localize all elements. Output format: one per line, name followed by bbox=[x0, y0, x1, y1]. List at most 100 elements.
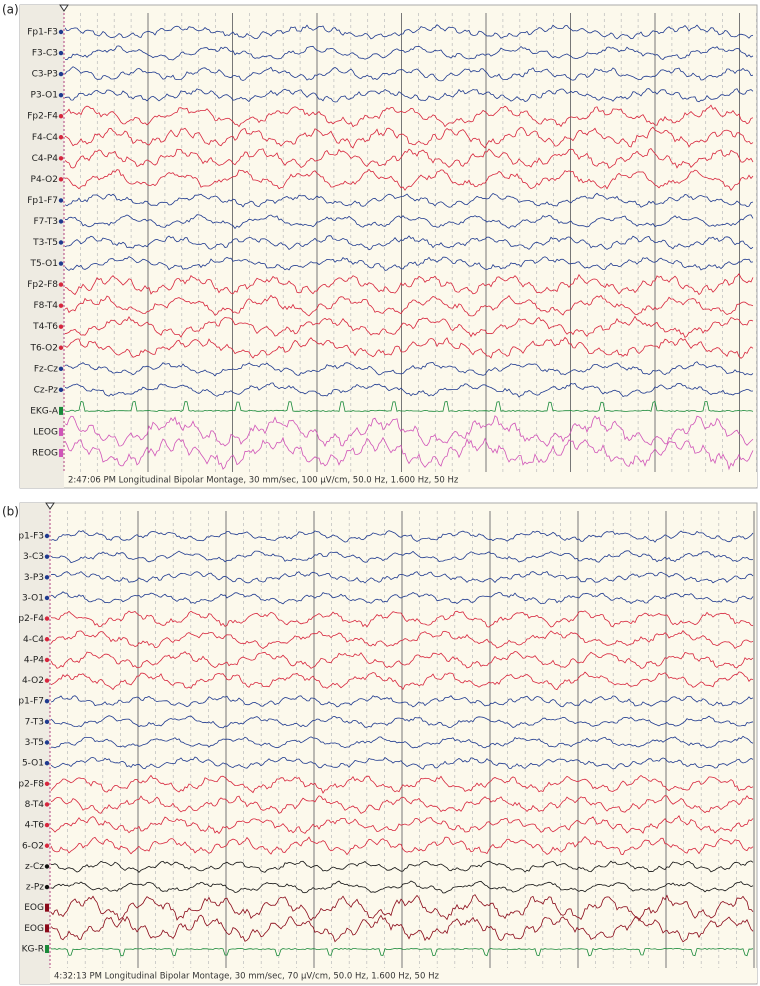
channel-marker bbox=[44, 657, 50, 663]
cursor-marker bbox=[45, 502, 55, 510]
label-column bbox=[20, 5, 64, 488]
eeg-trace bbox=[50, 880, 754, 894]
channel-label: z-Cz bbox=[25, 862, 44, 872]
channel-marker bbox=[58, 240, 64, 245]
channel-label: 4-O2 bbox=[22, 676, 44, 686]
channel-label: 8-T4 bbox=[25, 800, 45, 810]
channel-label: T4-T6 bbox=[32, 322, 58, 332]
channel-marker bbox=[44, 843, 50, 848]
eeg-trace bbox=[50, 591, 754, 605]
eeg-trace bbox=[64, 294, 754, 317]
channel-marker bbox=[58, 71, 64, 77]
panel-label: (a) bbox=[2, 3, 19, 17]
eeg-trace bbox=[50, 735, 754, 749]
channel-marker bbox=[58, 29, 64, 35]
channel-marker bbox=[59, 406, 63, 415]
eeg-trace bbox=[64, 45, 754, 61]
channel-label: P3-O1 bbox=[31, 91, 58, 101]
channel-marker bbox=[44, 575, 50, 580]
eeg-trace bbox=[64, 88, 754, 103]
eeg-trace bbox=[64, 66, 754, 82]
channel-label: C3-P3 bbox=[32, 70, 58, 80]
channel-label: T6-O2 bbox=[29, 343, 58, 353]
eeg-trace bbox=[64, 256, 754, 271]
channel-label: 3-P3 bbox=[24, 573, 44, 583]
eeg-trace bbox=[50, 815, 754, 835]
channel-label: p1-F3 bbox=[18, 532, 44, 542]
channel-marker bbox=[58, 135, 64, 140]
channel-label: p1-F7 bbox=[18, 697, 44, 707]
eeg-trace bbox=[50, 774, 754, 794]
panel-label: (b) bbox=[2, 505, 19, 519]
channel-marker bbox=[44, 533, 50, 539]
channel-label: EOG bbox=[24, 924, 44, 934]
channel-label: EOG bbox=[24, 903, 44, 913]
eeg-trace bbox=[50, 610, 754, 628]
channel-marker bbox=[44, 595, 50, 601]
eeg-trace bbox=[50, 650, 754, 669]
channel-marker bbox=[45, 945, 49, 953]
eeg-trace bbox=[64, 361, 754, 377]
channel-marker bbox=[59, 427, 63, 436]
channel-label: Fz-Cz bbox=[34, 364, 58, 374]
channel-marker bbox=[58, 219, 64, 224]
channel-marker bbox=[44, 719, 50, 725]
channel-marker bbox=[44, 781, 50, 786]
channel-label: 3-C3 bbox=[23, 552, 44, 562]
eeg-trace bbox=[50, 860, 754, 873]
channel-label: 7-T3 bbox=[25, 717, 44, 727]
eeg-trace bbox=[50, 836, 754, 856]
channel-marker bbox=[58, 282, 64, 287]
channel-label: Fp2-F4 bbox=[27, 112, 58, 122]
eeg-trace bbox=[50, 715, 754, 729]
footer-text: 2:47:06 PM Longitudinal Bipolar Montage,… bbox=[68, 476, 459, 486]
channel-label: F4-C4 bbox=[32, 133, 58, 143]
channel-marker bbox=[45, 903, 49, 912]
channel-label: p2-F4 bbox=[18, 614, 44, 624]
channel-label: Fp2-F8 bbox=[27, 280, 58, 290]
channel-label: F8-T4 bbox=[33, 301, 58, 311]
eeg-trace bbox=[50, 894, 754, 922]
channel-marker bbox=[45, 924, 49, 933]
channel-marker bbox=[44, 884, 50, 890]
channel-label: Fp1-F7 bbox=[27, 196, 58, 206]
channel-label: EKG-A bbox=[30, 406, 59, 416]
channel-label: Fp1-F3 bbox=[27, 28, 58, 38]
channel-marker bbox=[58, 50, 64, 56]
eeg-trace bbox=[64, 436, 754, 471]
channel-label: 4-C4 bbox=[23, 635, 44, 645]
eeg-trace bbox=[50, 695, 754, 708]
eeg-trace bbox=[50, 530, 754, 543]
channel-marker bbox=[44, 802, 50, 807]
channel-marker bbox=[44, 554, 50, 559]
channel-marker bbox=[44, 637, 50, 642]
eeg-trace bbox=[50, 795, 754, 814]
eeg-trace bbox=[50, 570, 754, 584]
channel-marker bbox=[44, 760, 50, 766]
channel-label: p2-F8 bbox=[18, 779, 44, 789]
channel-marker bbox=[44, 616, 50, 621]
eeg-trace bbox=[64, 336, 754, 359]
channel-label: 6-O2 bbox=[22, 841, 44, 851]
eeg-trace bbox=[50, 756, 754, 770]
eeg-trace bbox=[64, 382, 754, 398]
channel-marker bbox=[44, 740, 50, 745]
channel-label: REOG bbox=[32, 449, 58, 459]
eeg-trace bbox=[64, 415, 754, 447]
channel-marker bbox=[58, 92, 64, 98]
eeg-trace bbox=[50, 629, 754, 649]
eeg-trace bbox=[64, 273, 754, 296]
footer-text: 4:32:13 PM Longitudinal Bipolar Montage,… bbox=[54, 972, 439, 982]
channel-marker bbox=[58, 303, 64, 308]
eeg-trace bbox=[50, 947, 754, 957]
channel-marker bbox=[58, 366, 64, 371]
channel-marker bbox=[58, 261, 64, 266]
eeg-trace bbox=[64, 147, 754, 169]
channel-label: T3-T5 bbox=[32, 238, 58, 248]
eeg-trace bbox=[50, 914, 754, 943]
eeg-trace bbox=[50, 671, 754, 691]
channel-label: T5-O1 bbox=[29, 259, 58, 269]
channel-marker bbox=[58, 114, 64, 119]
eeg-trace bbox=[64, 168, 754, 192]
